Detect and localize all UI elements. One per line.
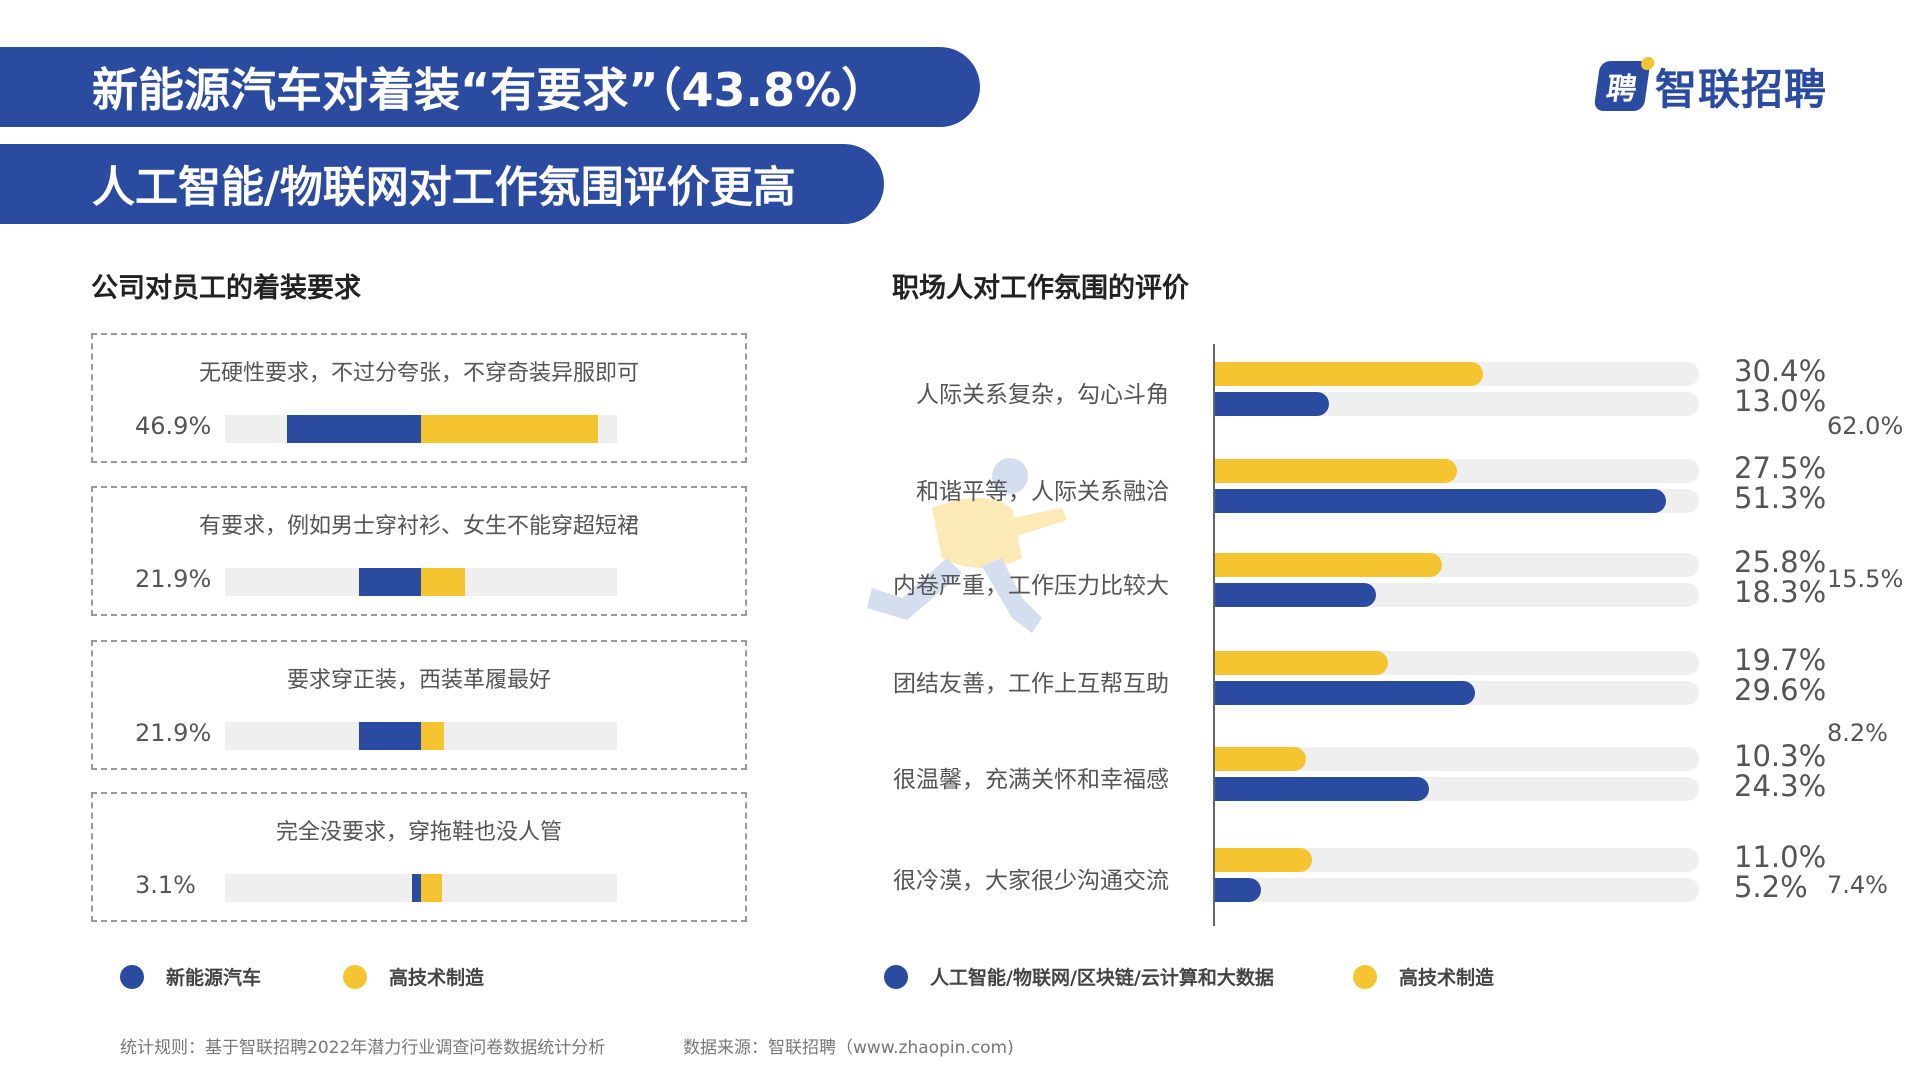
legend-label: 高技术制造: [389, 967, 485, 989]
hitech-bar: [421, 568, 466, 596]
hitech-value-label: 25.8%: [1734, 545, 1827, 579]
hitech-bar: [421, 415, 598, 443]
category-label: 要求穿正装，西装革履最好: [286, 668, 551, 693]
headline-banner: 新能源汽车对着装“有要求”（43.8%）: [0, 47, 980, 127]
right-chart-title: 职场人对工作氛围的评价: [892, 273, 1189, 304]
ai-bar: [1215, 777, 1429, 801]
ai-bar: [1215, 392, 1330, 416]
logo-mark-glyph: 聘: [1604, 72, 1639, 107]
right-chart-axis: [1213, 344, 1215, 926]
ai-value-label: 24.3%: [1734, 769, 1827, 803]
bar-track: [1215, 848, 1699, 872]
hitech-value-label: 30.4%: [1734, 354, 1827, 388]
hitech-bar: [421, 722, 445, 750]
ai-bar: [1215, 489, 1667, 513]
bar-track: [1215, 878, 1699, 902]
ai-bar: [1215, 583, 1377, 607]
legend-label: 人工智能/物联网/区块链/云计算和大数据: [930, 967, 1274, 989]
bar-track: [225, 722, 617, 750]
legend-dot-icon: [884, 964, 908, 989]
bar-track: [1215, 362, 1699, 386]
category-label: 内卷严重，工作压力比较大: [893, 573, 1169, 599]
category-label: 团结友善，工作上互帮互助: [893, 671, 1169, 697]
nev-bar: [412, 874, 421, 902]
bar-track: [1215, 777, 1699, 801]
legend-dot-icon: [343, 964, 367, 989]
nev-bar: [358, 722, 421, 750]
category-label: 很冷漠，大家很少沟通交流: [893, 868, 1169, 894]
bar-track: [1215, 553, 1699, 577]
hitech-bar: [1215, 362, 1483, 386]
bar-track: [1215, 747, 1699, 771]
legend-label: 高技术制造: [1399, 967, 1495, 989]
category-label: 无硬性要求，不过分夸张，不穿奇装异服即可: [198, 361, 639, 386]
hitech-bar: [1215, 553, 1443, 577]
category-label: 有要求，例如男士穿衬衫、女生不能穿超短裙: [198, 514, 639, 539]
bar-track: [225, 415, 617, 443]
category-label: 人际关系复杂，勾心斗角: [916, 382, 1169, 408]
category-label: 完全没要求，穿拖鞋也没人管: [275, 820, 562, 845]
nev-value-label: 21.9%: [135, 565, 212, 593]
bar-track: [1215, 392, 1699, 416]
footer-rule: 统计规则：基于智联招聘2022年潜力行业调查问卷数据统计分析: [120, 1038, 606, 1058]
nev-bar: [287, 415, 421, 443]
bar-track: [1215, 681, 1699, 705]
ai-bar: [1215, 681, 1476, 705]
hitech-bar: [1215, 651, 1389, 675]
bar-track: [225, 568, 617, 596]
ai-value-label: 5.2%: [1734, 870, 1808, 904]
bar-track: [1215, 583, 1699, 607]
category-label: 很温馨，充满关怀和幸福感: [893, 767, 1169, 793]
bar-track: [1215, 651, 1699, 675]
legend-dot-icon: [1353, 964, 1377, 989]
left-legend-hitech: 高技术制造: [343, 963, 484, 990]
legend-dot-icon: [120, 964, 144, 989]
left-chart-title: 公司对员工的着装要求: [91, 273, 361, 304]
subheadline-text: 人工智能/物联网对工作氛围评价更高: [92, 163, 796, 213]
bar-track: [1215, 459, 1699, 483]
right-legend-hitech: 高技术制造: [1353, 963, 1494, 990]
headline-text: 新能源汽车对着装“有要求”（43.8%）: [92, 63, 888, 117]
nev-bar: [358, 568, 421, 596]
footer-source: 数据来源：智联招聘（www.zhaopin.com): [683, 1038, 1014, 1058]
zhaopin-logo-icon: 聘: [1593, 57, 1656, 111]
dress-code-row: 无硬性要求，不过分夸张，不穿奇装异服即可 46.9% 62.0%: [91, 333, 1903, 463]
left-legend-nev: 新能源汽车: [120, 963, 261, 990]
nev-value-label: 3.1%: [135, 871, 196, 899]
nev-value-label: 21.9%: [135, 719, 212, 747]
ai-value-label: 29.6%: [1734, 673, 1827, 707]
hitech-bar: [1215, 848, 1312, 872]
hitech-bar: [1215, 459, 1457, 483]
hitech-bar: [421, 874, 443, 902]
ai-bar: [1215, 878, 1261, 902]
hitech-value-label: 11.0%: [1734, 840, 1827, 874]
ai-value-label: 13.0%: [1734, 384, 1827, 418]
hitech-value-label: 19.7%: [1734, 643, 1827, 677]
dress-code-row: 要求穿正装，西装革履最好 21.9% 8.2%: [91, 640, 1888, 770]
dress-code-row: 有要求，例如男士穿衬衫、女生不能穿超短裙 21.9% 15.5%: [91, 486, 1903, 616]
nev-value-label: 46.9%: [135, 412, 212, 440]
runner-illustration-icon: [867, 458, 1067, 633]
legend-label: 新能源汽车: [166, 967, 262, 989]
subheadline-banner: 人工智能/物联网对工作氛围评价更高: [0, 144, 884, 224]
right-legend-ai: 人工智能/物联网/区块链/云计算和大数据: [884, 963, 1274, 990]
bar-track: [1215, 489, 1699, 513]
dress-code-row: 完全没要求，穿拖鞋也没人管 3.1% 7.4%: [91, 792, 1888, 922]
hitech-value-label: 10.3%: [1734, 739, 1827, 773]
bar-track: [225, 874, 617, 902]
category-label: 和谐平等，人际关系融洽: [916, 479, 1169, 505]
ai-value-label: 18.3%: [1734, 575, 1827, 609]
hitech-bar: [1215, 747, 1306, 771]
logo-text: 智联招聘: [1655, 64, 1828, 114]
hitech-value-label: 27.5%: [1734, 451, 1827, 485]
ai-value-label: 51.3%: [1734, 481, 1827, 515]
zhaopin-logo: 聘 智联招聘: [1593, 57, 1827, 114]
